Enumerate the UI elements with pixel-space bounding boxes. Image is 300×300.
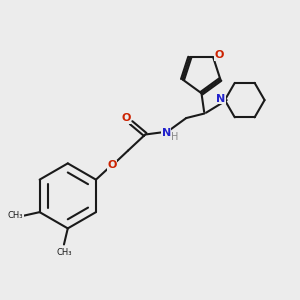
Text: O: O	[107, 160, 117, 170]
Text: CH₃: CH₃	[8, 212, 23, 220]
Text: N: N	[216, 94, 226, 103]
Text: O: O	[122, 113, 131, 123]
Text: N: N	[162, 128, 171, 138]
Text: H: H	[171, 132, 178, 142]
Text: CH₃: CH₃	[56, 248, 72, 256]
Text: O: O	[214, 50, 224, 60]
